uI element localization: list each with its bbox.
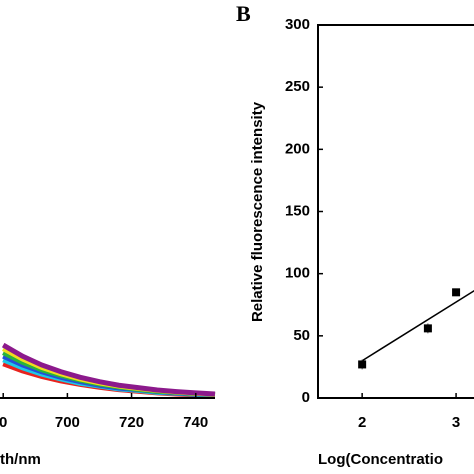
x-tick-label: 740	[183, 414, 208, 431]
data-point	[423, 324, 432, 333]
data-point	[358, 360, 367, 369]
x-tick-label: 700	[55, 414, 80, 431]
y-axis-label: Relative fluorescence intensity	[249, 101, 266, 322]
y-tick-label: 0	[302, 389, 310, 406]
y-tick-label: 150	[285, 202, 310, 219]
x-axis-label: th/nm	[0, 451, 41, 468]
x-tick-label: 0	[0, 414, 7, 431]
y-tick-label: 200	[285, 140, 310, 157]
panel-label: B	[236, 1, 251, 26]
fit-line	[361, 290, 474, 362]
x-tick-label: 3	[452, 414, 460, 431]
y-tick-label: 50	[293, 327, 310, 344]
y-tick-label: 250	[285, 78, 310, 95]
x-tick-label: 2	[358, 414, 366, 431]
y-tick-label: 100	[285, 265, 310, 282]
y-tick-label: 300	[285, 16, 310, 33]
spectrum-line	[1, 342, 216, 397]
x-axis-label: Log(Concentratio	[318, 451, 443, 468]
data-point	[452, 288, 461, 297]
x-tick-label: 720	[119, 414, 144, 431]
plot-frame	[317, 24, 474, 399]
